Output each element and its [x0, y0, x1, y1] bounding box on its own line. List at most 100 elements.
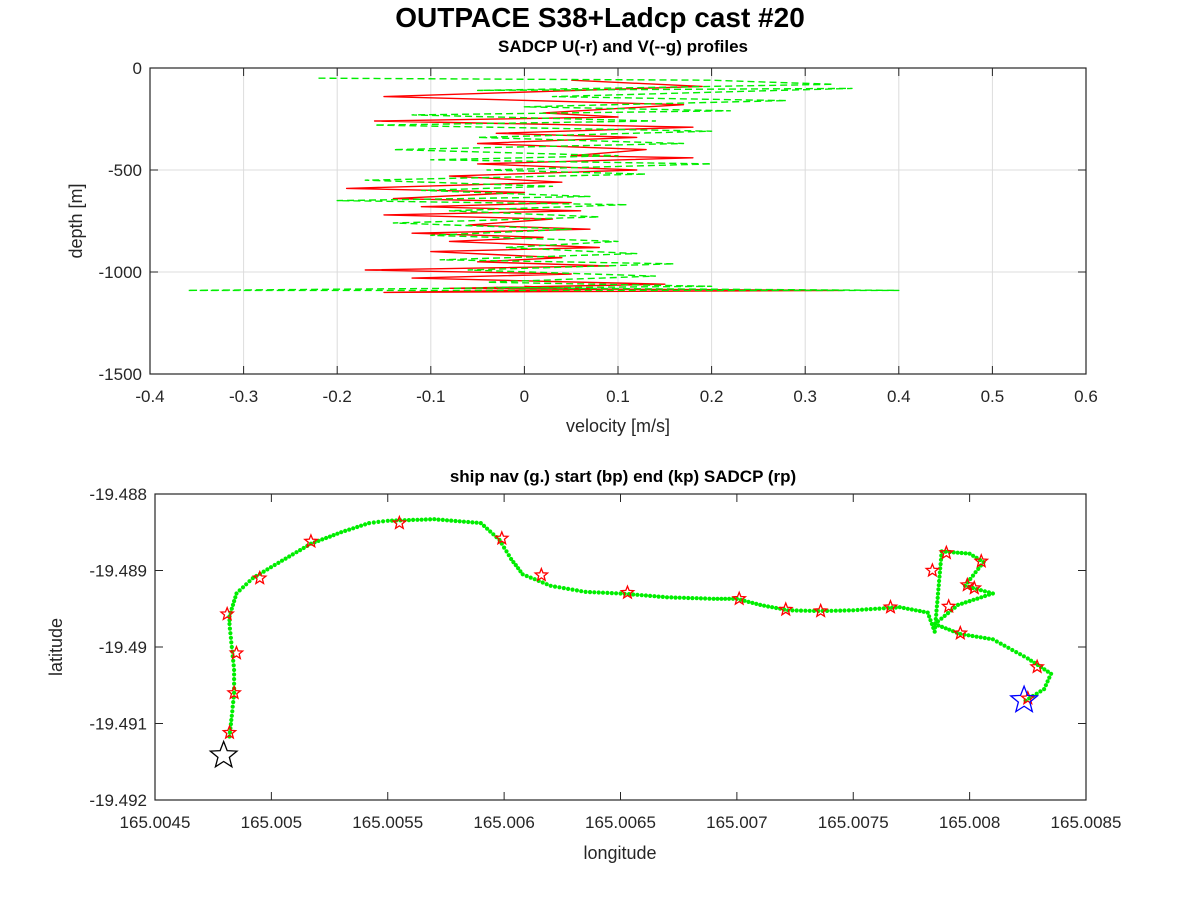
nav-track-point: [959, 550, 964, 556]
nav-track-point: [481, 523, 487, 529]
nav-track-point: [766, 604, 771, 609]
nav-track-point: [232, 667, 237, 673]
nav-track-point: [994, 639, 999, 644]
nav-track-point: [807, 608, 812, 613]
nav-track-point: [648, 593, 653, 599]
nav-track-point: [982, 635, 987, 641]
nav-track-point: [444, 518, 450, 523]
nav-track-point: [715, 596, 720, 601]
nav-track-point: [937, 570, 943, 575]
nav-track-point: [631, 592, 636, 597]
nav-track-point: [742, 598, 747, 603]
nav-track-point: [287, 554, 292, 559]
nav-x-axis-label: longitude: [583, 843, 656, 863]
nav-track-point: [351, 526, 356, 531]
nav-track-point: [936, 587, 941, 592]
nav-track-point: [415, 517, 420, 522]
profile-x-tick-label: -0.4: [135, 387, 164, 406]
nav-track-point: [970, 633, 975, 639]
nav-track-point: [355, 524, 360, 530]
nav-track-point: [958, 631, 963, 637]
nav-track-point: [276, 560, 281, 566]
nav-track-point: [943, 626, 948, 631]
nav-track-point: [963, 551, 968, 556]
nav-track-point: [561, 586, 566, 591]
nav-track-point: [376, 519, 381, 525]
nav-track-point: [596, 590, 601, 595]
nav-track-point: [502, 545, 507, 550]
nav-track-point: [982, 589, 988, 594]
nav-track-point: [272, 562, 277, 568]
nav-track-point: [846, 608, 852, 613]
nav-track-point: [859, 607, 865, 612]
sadcp-point: [219, 605, 236, 621]
nav-track-point: [432, 517, 437, 522]
nav-track-point: [973, 570, 978, 575]
nav-track-point: [934, 604, 940, 609]
nav-x-tick-label: 165.005: [241, 813, 302, 832]
nav-track-point: [978, 588, 984, 593]
nav-track-point: [794, 608, 799, 613]
nav-track-point: [528, 575, 533, 580]
nav-track-point: [423, 517, 428, 522]
nav-track-point: [231, 658, 236, 663]
nav-x-tick-label: 165.0055: [352, 813, 423, 832]
nav-track-point: [963, 600, 968, 605]
profile-x-tick-label: 0.2: [700, 387, 724, 406]
nav-track-point: [557, 585, 562, 590]
nav-track-point: [1006, 645, 1011, 650]
sadcp-point: [1029, 658, 1045, 674]
profile-x-axis-label: velocity [m/s]: [566, 416, 670, 436]
nav-track-point: [470, 520, 475, 525]
nav-track-point: [698, 596, 704, 601]
nav-track-point: [909, 607, 914, 612]
nav-track-point: [746, 599, 751, 605]
nav-track-point: [229, 606, 234, 611]
nav-track-point: [1025, 656, 1030, 661]
nav-track-point: [967, 599, 972, 604]
nav-track-point: [406, 518, 411, 523]
nav-track-point: [381, 519, 386, 524]
nav-track-point: [359, 523, 364, 528]
nav-track-point: [913, 608, 918, 613]
nav-track-point: [681, 595, 687, 600]
nav-track-point: [774, 605, 779, 611]
nav-track-point: [232, 681, 237, 686]
nav-track-point: [231, 663, 236, 668]
nav-track-point: [833, 608, 838, 613]
nav-track-point: [327, 534, 332, 539]
profile-y-tick-label: -1000: [99, 263, 142, 282]
nav-track-point: [228, 722, 233, 727]
sadcp-point: [924, 562, 941, 578]
nav-track-point: [524, 573, 529, 579]
nav-track-point: [935, 619, 941, 624]
profile-x-tick-label: 0.4: [887, 387, 911, 406]
nav-track-point: [232, 690, 237, 696]
nav-track-point: [339, 530, 344, 535]
nav-track-point: [228, 631, 233, 636]
sadcp-point: [812, 602, 829, 618]
profile-x-tick-label: -0.1: [416, 387, 445, 406]
nav-track-point: [574, 588, 580, 593]
nav-track-point: [798, 608, 804, 613]
sadcp-point: [391, 514, 408, 530]
nav-track-point: [790, 608, 795, 613]
nav-track-point: [290, 552, 295, 557]
nav-track-point: [518, 569, 523, 574]
nav-track-point: [513, 563, 518, 568]
nav-track-point: [851, 608, 856, 613]
nav-track-point: [937, 574, 942, 579]
nav-track-point: [419, 517, 424, 522]
nav-track-point: [466, 519, 471, 525]
nav-track-point: [927, 614, 932, 619]
nav-track-point: [905, 606, 910, 611]
nav-track-point: [331, 533, 336, 538]
nav-track-point: [231, 700, 236, 705]
nav-track-point: [540, 580, 545, 585]
nav-track-point: [933, 625, 938, 630]
nav-track-point: [230, 709, 235, 714]
nav-track-point: [237, 588, 242, 593]
nav-track-point: [298, 548, 303, 553]
nav-track-point: [652, 594, 657, 599]
nav-x-tick-label: 165.0085: [1051, 813, 1122, 832]
